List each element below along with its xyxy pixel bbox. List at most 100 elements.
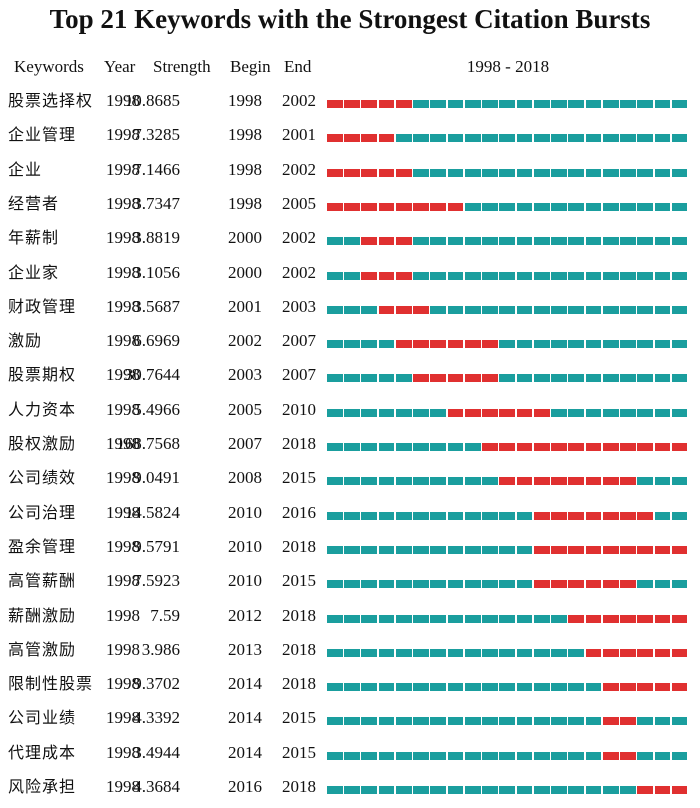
burst-segment <box>499 408 516 417</box>
timeline-segment <box>361 786 378 794</box>
burst-segment <box>568 511 585 520</box>
keyword-cell: 股票期权 <box>8 365 77 385</box>
timeline-segment <box>533 717 550 726</box>
timeline-segment <box>413 786 429 794</box>
timeline-segment <box>551 614 567 623</box>
timeline-segment <box>551 648 567 657</box>
timeline-segment <box>447 100 464 108</box>
timeline-segment <box>378 717 395 726</box>
timeline-segment <box>344 374 360 383</box>
burst-segment <box>637 683 654 692</box>
timeline-segment <box>344 511 360 520</box>
table-row: 股权激励 1998 168.7568 2007 2018 <box>0 427 700 461</box>
end-cell: 2018 <box>282 605 316 625</box>
begin-cell: 2010 <box>228 536 262 556</box>
table-row: 企业管理 1998 7.3285 1998 2001 <box>0 118 700 152</box>
burst-segment <box>620 614 636 623</box>
timeline-segment <box>378 614 395 623</box>
strength-cell: 3.5687 <box>133 296 180 316</box>
timeline-segment <box>568 134 585 143</box>
timeline-segment <box>654 100 671 108</box>
timeline-segment <box>430 751 447 760</box>
burst-segment <box>413 374 429 383</box>
timeline-segment <box>654 580 671 589</box>
burst-segment <box>602 648 619 657</box>
burst-segment <box>568 477 585 486</box>
burst-timeline <box>327 511 689 520</box>
burst-timeline <box>327 580 689 589</box>
burst-segment <box>482 340 498 349</box>
timeline-segment <box>413 443 429 451</box>
timeline-segment <box>378 786 395 794</box>
timeline-segment <box>327 443 343 451</box>
burst-segment <box>344 202 360 211</box>
timeline-segment <box>654 408 671 417</box>
keyword-cell: 企业管理 <box>8 125 77 145</box>
timeline-segment <box>361 580 378 589</box>
begin-cell: 1998 <box>228 125 262 145</box>
table-row: 企业 1998 7.1466 1998 2002 <box>0 153 700 187</box>
timeline-segment <box>568 100 585 108</box>
timeline-segment <box>568 271 585 280</box>
timeline-segment <box>464 237 481 246</box>
burst-segment <box>464 374 481 383</box>
burst-segment <box>430 340 447 349</box>
timeline-segment <box>568 340 585 349</box>
end-cell: 2018 <box>282 536 316 556</box>
year-cell: 1998 <box>106 605 140 625</box>
burst-segment <box>378 134 395 143</box>
timeline-segment <box>378 477 395 486</box>
keyword-cell: 公司绩效 <box>8 468 77 488</box>
timeline-segment <box>464 751 481 760</box>
timeline-segment <box>602 374 619 383</box>
timeline-segment <box>499 648 516 657</box>
timeline-segment <box>464 271 481 280</box>
table-row: 激励 1998 6.6969 2002 2007 <box>0 324 700 358</box>
strength-cell: 168.7568 <box>116 434 180 453</box>
timeline-segment <box>361 443 378 451</box>
timeline-segment <box>620 340 636 349</box>
burst-segment <box>602 751 619 760</box>
timeline-segment <box>568 374 585 383</box>
timeline-segment <box>344 408 360 417</box>
timeline-segment <box>378 511 395 520</box>
begin-cell: 1998 <box>228 159 262 179</box>
timeline-segment <box>585 786 602 794</box>
timeline-segment <box>499 717 516 726</box>
timeline-segment <box>654 134 671 143</box>
timeline-segment <box>637 580 654 589</box>
timeline-segment <box>464 202 481 211</box>
timeline-segment <box>551 374 567 383</box>
strength-cell: 10.8685 <box>124 91 180 110</box>
end-cell: 2018 <box>282 434 316 453</box>
timeline-segment <box>499 511 516 520</box>
burst-segment <box>654 545 671 554</box>
timeline-segment <box>499 134 516 143</box>
strength-cell: 14.5824 <box>124 502 180 522</box>
timeline-segment <box>671 100 688 108</box>
keyword-cell: 盈余管理 <box>8 536 77 556</box>
timeline-segment <box>620 374 636 383</box>
keyword-cell: 公司治理 <box>8 502 77 522</box>
timeline-segment <box>602 305 619 314</box>
end-cell: 2016 <box>282 502 316 522</box>
strength-cell: 30.7644 <box>124 365 180 385</box>
timeline-segment <box>464 614 481 623</box>
burst-timeline <box>327 237 689 246</box>
timeline-segment <box>499 683 516 692</box>
strength-cell: 3.4944 <box>133 742 180 762</box>
timeline-segment <box>585 374 602 383</box>
timeline-segment <box>395 683 412 692</box>
timeline-segment <box>447 305 464 314</box>
timeline-segment <box>620 271 636 280</box>
header-year-range: 1998 - 2018 <box>466 57 550 76</box>
timeline-segment <box>344 786 360 794</box>
burst-segment <box>602 443 619 451</box>
keyword-cell: 股权激励 <box>8 434 77 453</box>
timeline-segment <box>327 683 343 692</box>
timeline-segment <box>654 511 671 520</box>
timeline-segment <box>378 408 395 417</box>
table-row: 高管薪酬 1998 7.5923 2010 2015 <box>0 564 700 598</box>
table-row: 财政管理 1998 3.5687 2001 2003 <box>0 290 700 324</box>
header-end: End <box>284 57 312 76</box>
